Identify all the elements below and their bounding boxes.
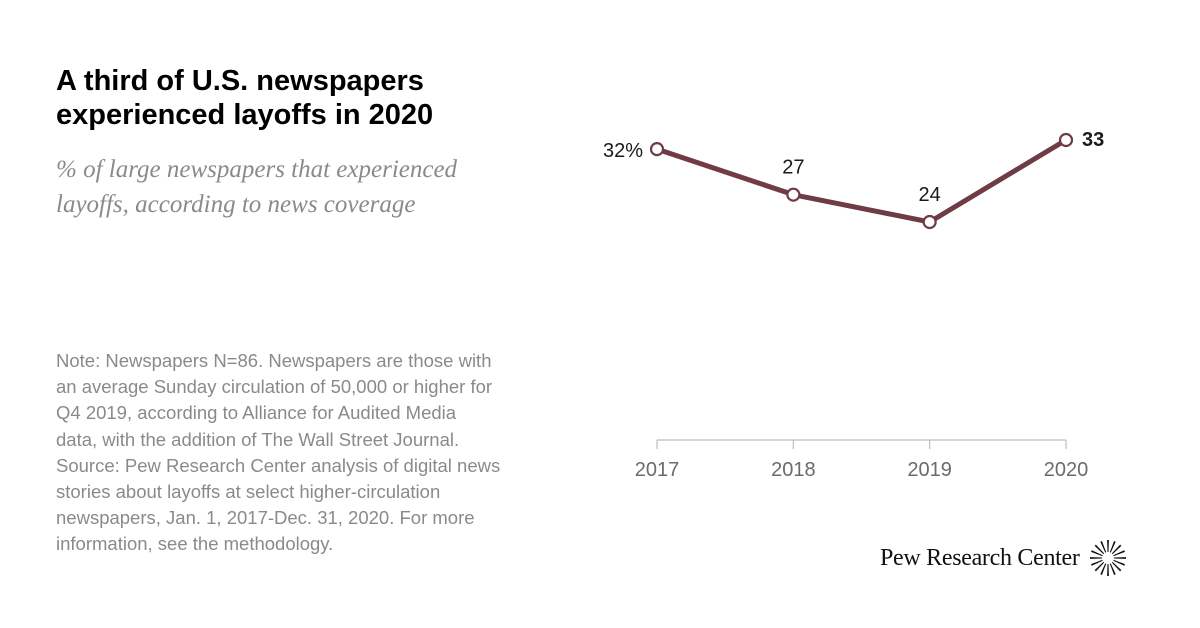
sunburst-ray — [1090, 559, 1103, 566]
sunburst-ray — [1112, 550, 1125, 557]
chart-subtitle: % of large newspapers that experienced l… — [56, 156, 458, 218]
sunburst-ray — [1099, 541, 1106, 553]
sunburst-ray — [1106, 563, 1109, 576]
x-tick-label: 2017 — [635, 459, 680, 481]
sunburst-ray — [1099, 563, 1106, 575]
line-chart: 2017 2018 2019 2020 32% 27 24 33 — [603, 129, 1104, 481]
x-tick-label: 2018 — [771, 459, 816, 481]
sunburst-ray — [1112, 559, 1125, 566]
sunburst-ray — [1094, 561, 1104, 572]
logo-text: Pew Research Center — [880, 544, 1080, 571]
data-label: 27 — [782, 157, 804, 179]
chart-title: A third of U.S. newspapers experienced l… — [56, 65, 434, 131]
x-tick-label: 2019 — [907, 459, 952, 481]
data-point — [922, 214, 937, 230]
sunburst-ray — [1090, 550, 1103, 557]
sunburst-ray — [1113, 557, 1126, 559]
pew-sunburst-icon — [1089, 540, 1126, 576]
x-tick-label: 2020 — [1044, 459, 1089, 481]
data-label: 32% — [603, 140, 643, 162]
sunburst-ray — [1106, 540, 1109, 553]
data-label: 24 — [919, 184, 941, 206]
data-point — [1058, 132, 1074, 148]
pew-logo: Pew Research Center — [880, 538, 1128, 578]
data-label: 33 — [1082, 129, 1104, 151]
data-point — [786, 187, 801, 202]
sunburst-ray — [1111, 544, 1121, 555]
chart-note: Note: Newspapers N=86. Newspapers are th… — [56, 350, 501, 555]
data-point — [649, 142, 665, 157]
sunburst-ray — [1089, 557, 1102, 559]
sunburst-ray — [1109, 541, 1116, 553]
sunburst-ray — [1111, 561, 1121, 572]
sunburst-ray — [1094, 544, 1104, 555]
sunburst-ray — [1109, 563, 1116, 575]
series-line — [654, 137, 1069, 225]
